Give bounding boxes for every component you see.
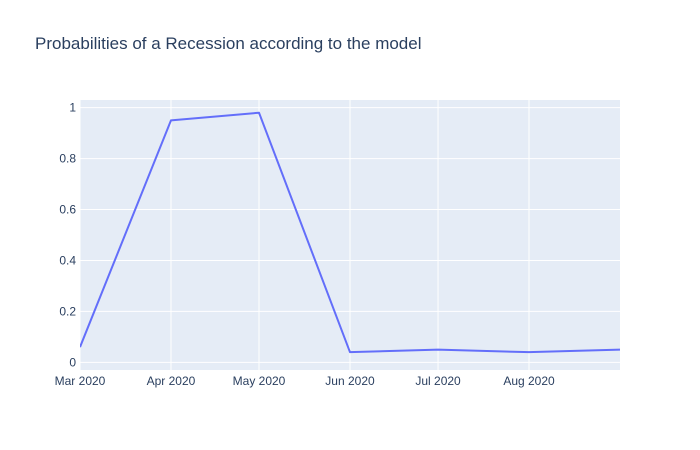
- axis-labels: 0 0.2 0.4 0.6 0.8 1 Mar 2020 Apr 2020 May 2020 Ju…: [55, 101, 555, 388]
- y-tick-label: 0.4: [59, 253, 76, 267]
- x-tick-label: Jul 2020: [415, 374, 461, 388]
- grid-lines: [79, 100, 620, 370]
- series-layer: [80, 111, 620, 354]
- x-tick-label: Mar 2020: [55, 374, 106, 388]
- series-line: [80, 111, 620, 354]
- x-tick-label: Apr 2020: [147, 374, 196, 388]
- x-tick-label: May 2020: [233, 374, 286, 388]
- x-tick-label: Jun 2020: [325, 374, 375, 388]
- y-tick-label: 1: [69, 101, 76, 115]
- y-tick-label: 0.8: [59, 152, 76, 166]
- x-tick-label: Aug 2020: [503, 374, 555, 388]
- y-tick-label: 0: [69, 355, 76, 369]
- y-tick-label: 0.6: [59, 203, 76, 217]
- y-tick-label: 0.2: [59, 304, 76, 318]
- chart-title: Probabilities of a Recession according t…: [35, 34, 422, 53]
